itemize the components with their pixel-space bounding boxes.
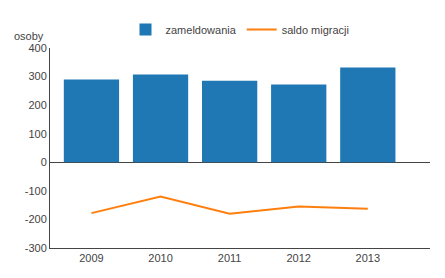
svg-text:2013: 2013 [356,252,380,264]
svg-text:2011: 2011 [218,252,242,264]
svg-text:2012: 2012 [286,252,310,264]
svg-text:0: 0 [41,156,47,168]
svg-text:zameldowania: zameldowania [166,24,237,36]
svg-text:-300: -300 [25,242,47,254]
svg-text:400: 400 [28,42,46,54]
svg-text:100: 100 [28,128,46,140]
svg-text:osoby: osoby [14,30,44,42]
svg-text:-100: -100 [25,185,47,197]
svg-text:2009: 2009 [79,252,103,264]
svg-text:saldo migracji: saldo migracji [282,24,349,36]
svg-text:200: 200 [28,99,46,111]
svg-text:-200: -200 [25,213,47,225]
svg-text:300: 300 [28,70,46,82]
svg-text:2010: 2010 [148,252,172,264]
